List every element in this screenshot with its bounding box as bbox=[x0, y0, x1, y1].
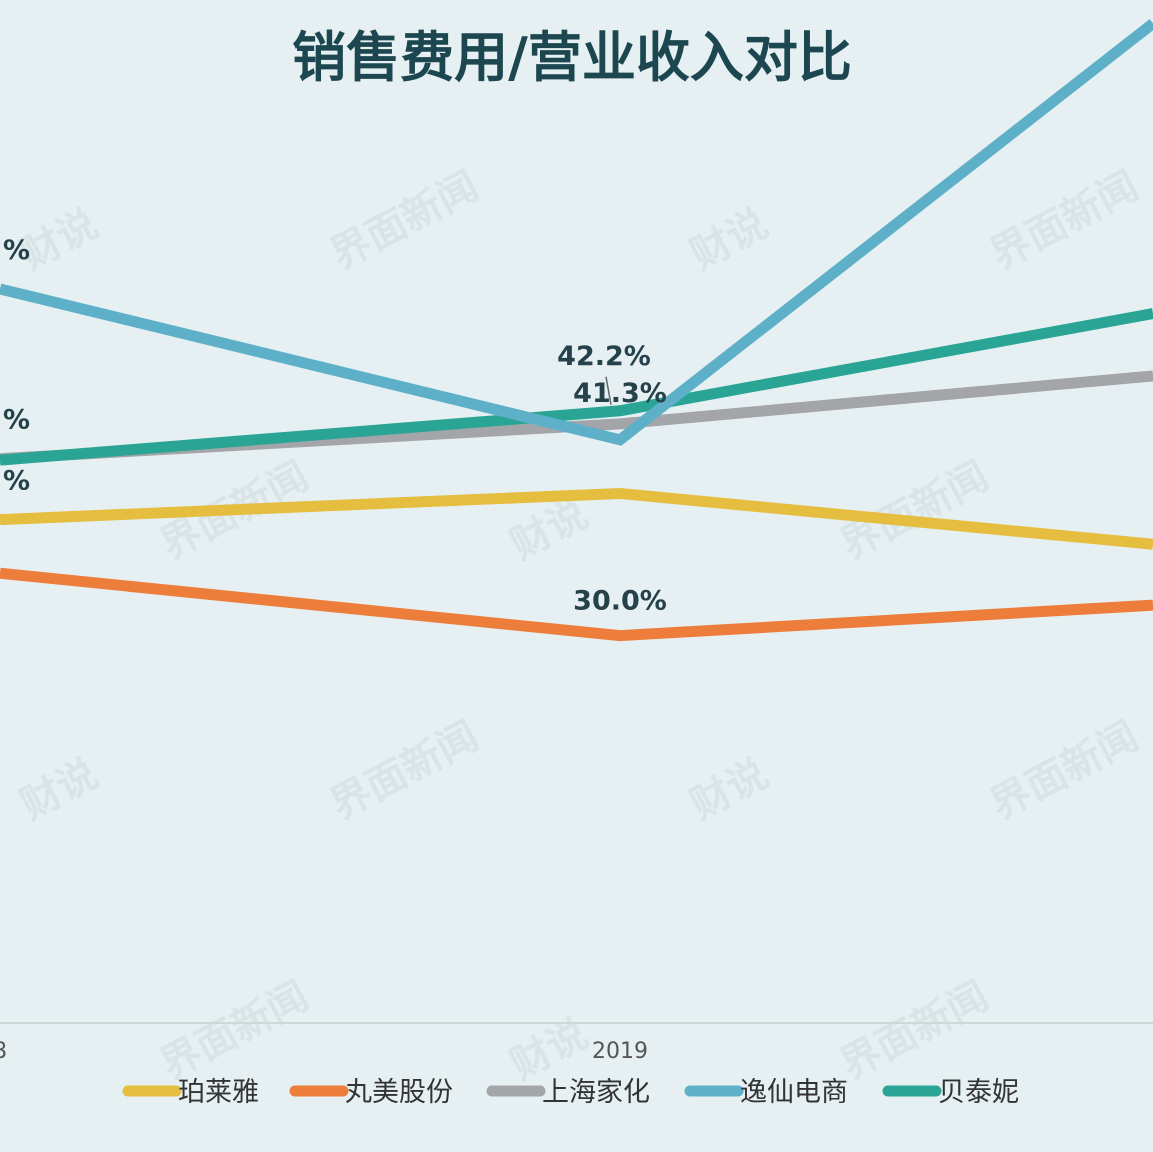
x-axis-ticks: 8 2019 bbox=[0, 1039, 648, 1064]
x-tick-label: 2019 bbox=[592, 1039, 648, 1064]
legend-label: 上海家化 bbox=[542, 1077, 650, 1108]
watermark-text: 界面新闻 bbox=[323, 163, 486, 279]
watermark-text: 界面新闻 bbox=[983, 713, 1146, 829]
watermark-text: 界面新闻 bbox=[833, 973, 996, 1089]
data-label: % bbox=[3, 466, 30, 497]
legend-label: 逸仙电商 bbox=[740, 1077, 848, 1108]
data-label: % bbox=[3, 405, 30, 436]
leader-line bbox=[605, 376, 612, 405]
legend-item: 逸仙电商 bbox=[684, 1077, 848, 1108]
series-line bbox=[0, 487, 1153, 550]
data-label: 30.0% bbox=[573, 586, 667, 617]
legend-item: 丸美股份 bbox=[289, 1077, 453, 1108]
legend-item: 珀莱雅 bbox=[122, 1077, 259, 1108]
legend-item: 上海家化 bbox=[486, 1077, 650, 1108]
legend-label: 珀莱雅 bbox=[178, 1077, 259, 1108]
series-line bbox=[0, 19, 1153, 446]
x-tick-label: 8 bbox=[0, 1039, 7, 1064]
legend: 珀莱雅 丸美股份 上海家化 逸仙电商 贝泰妮 bbox=[122, 1077, 1019, 1108]
legend-label: 贝泰妮 bbox=[938, 1077, 1019, 1108]
chart-title: 销售费用/营业收入对比 bbox=[292, 26, 852, 89]
series-line bbox=[0, 308, 1153, 466]
legend-label: 丸美股份 bbox=[345, 1077, 453, 1108]
watermark-text: 财说 bbox=[683, 751, 775, 829]
series-line bbox=[0, 567, 1153, 642]
watermark-text: 财说 bbox=[13, 751, 105, 829]
series-lines bbox=[0, 19, 1153, 642]
watermark-text: 界面新闻 bbox=[323, 713, 486, 829]
data-labels: %%% 42.2% 41.3% 30.0% bbox=[3, 235, 667, 617]
watermark-text: 界面新闻 bbox=[983, 163, 1146, 279]
data-label: 42.2% bbox=[557, 341, 651, 372]
watermark-text: 界面新闻 bbox=[153, 973, 316, 1089]
watermark-text: 财说 bbox=[683, 201, 775, 279]
data-label: 41.3% bbox=[573, 378, 667, 409]
legend-item: 贝泰妮 bbox=[882, 1077, 1019, 1108]
data-label: % bbox=[3, 235, 30, 266]
